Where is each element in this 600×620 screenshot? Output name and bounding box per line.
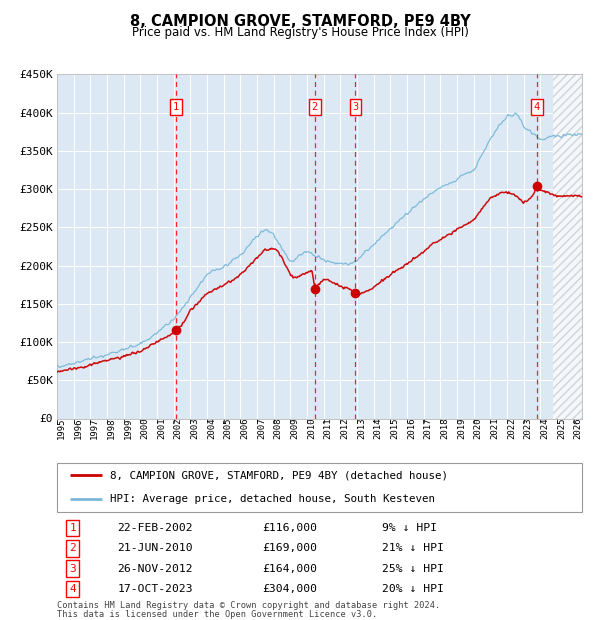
Text: 2004: 2004 [207,418,216,439]
Text: 1997: 1997 [91,418,100,439]
Text: 2025: 2025 [557,418,566,439]
Text: 2016: 2016 [407,418,416,439]
Text: 2023: 2023 [524,418,533,439]
Bar [553,74,582,418]
Text: 1: 1 [173,102,179,112]
Text: 20% ↓ HPI: 20% ↓ HPI [383,584,445,594]
Text: 2009: 2009 [290,418,299,439]
Text: 22-FEB-2002: 22-FEB-2002 [118,523,193,533]
Text: 2024: 2024 [541,418,550,439]
Text: 2018: 2018 [440,418,449,439]
Text: HPI: Average price, detached house, South Kesteven: HPI: Average price, detached house, Sout… [110,494,434,505]
Text: 2001: 2001 [157,418,166,439]
Text: 2022: 2022 [507,418,516,439]
Text: 1995: 1995 [57,418,66,439]
Text: 8, CAMPION GROVE, STAMFORD, PE9 4BY: 8, CAMPION GROVE, STAMFORD, PE9 4BY [130,14,470,29]
Text: 2011: 2011 [323,418,332,439]
Text: 2010: 2010 [307,418,316,439]
Text: 2012: 2012 [340,418,349,439]
Text: 2026: 2026 [574,418,583,439]
Text: 1998: 1998 [107,418,116,439]
Text: 2: 2 [70,544,76,554]
Text: 2002: 2002 [173,418,182,439]
Bar [553,74,582,418]
Text: 2019: 2019 [457,418,466,439]
Text: 9% ↓ HPI: 9% ↓ HPI [383,523,437,533]
Text: 4: 4 [70,584,76,594]
Text: 2003: 2003 [190,418,199,439]
Text: 2000: 2000 [140,418,149,439]
Text: 8, CAMPION GROVE, STAMFORD, PE9 4BY (detached house): 8, CAMPION GROVE, STAMFORD, PE9 4BY (det… [110,470,448,480]
Text: 2006: 2006 [241,418,250,439]
Text: Price paid vs. HM Land Registry's House Price Index (HPI): Price paid vs. HM Land Registry's House … [131,26,469,39]
Text: 2013: 2013 [357,418,366,439]
Text: 2015: 2015 [391,418,400,439]
Text: 1999: 1999 [124,418,133,439]
Text: 2005: 2005 [224,418,233,439]
Text: 21-JUN-2010: 21-JUN-2010 [118,544,193,554]
Text: £116,000: £116,000 [262,523,317,533]
Text: 3: 3 [352,102,358,112]
Text: 4: 4 [534,102,540,112]
Text: Contains HM Land Registry data © Crown copyright and database right 2024.: Contains HM Land Registry data © Crown c… [57,601,440,611]
Text: 3: 3 [70,564,76,574]
Text: 17-OCT-2023: 17-OCT-2023 [118,584,193,594]
Text: 2021: 2021 [490,418,499,439]
Text: 2017: 2017 [424,418,433,439]
Text: 1996: 1996 [74,418,83,439]
Text: 2: 2 [312,102,318,112]
Text: 2014: 2014 [374,418,383,439]
Text: 26-NOV-2012: 26-NOV-2012 [118,564,193,574]
Text: 2008: 2008 [274,418,283,439]
Text: £304,000: £304,000 [262,584,317,594]
Text: 2020: 2020 [473,418,482,439]
Text: £169,000: £169,000 [262,544,317,554]
Text: 1: 1 [70,523,76,533]
Text: This data is licensed under the Open Government Licence v3.0.: This data is licensed under the Open Gov… [57,610,377,619]
Text: 2007: 2007 [257,418,266,439]
Text: 25% ↓ HPI: 25% ↓ HPI [383,564,445,574]
Text: £164,000: £164,000 [262,564,317,574]
Text: 21% ↓ HPI: 21% ↓ HPI [383,544,445,554]
